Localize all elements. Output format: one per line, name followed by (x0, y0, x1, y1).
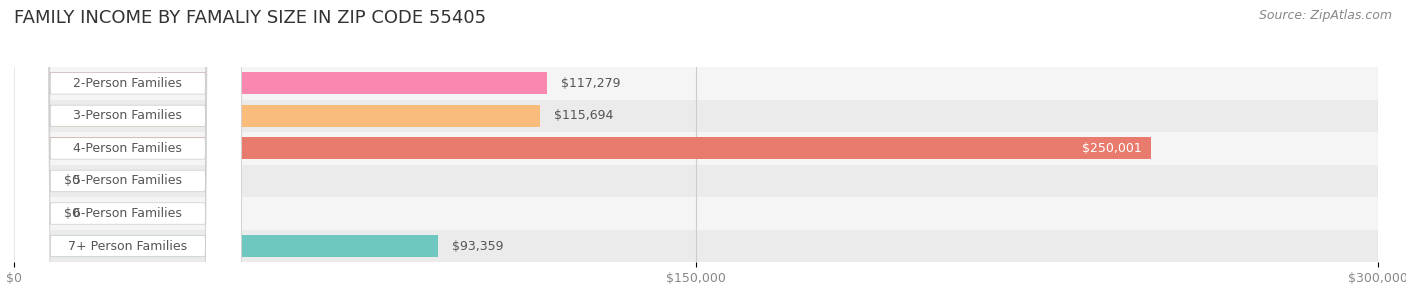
Text: 4-Person Families: 4-Person Families (73, 142, 183, 155)
FancyBboxPatch shape (14, 0, 242, 305)
Text: 6-Person Families: 6-Person Families (73, 207, 183, 220)
Text: FAMILY INCOME BY FAMALIY SIZE IN ZIP CODE 55405: FAMILY INCOME BY FAMALIY SIZE IN ZIP COD… (14, 9, 486, 27)
Text: $115,694: $115,694 (554, 109, 613, 122)
Text: 7+ Person Families: 7+ Person Families (67, 239, 187, 253)
Bar (14, 100, 1378, 132)
FancyBboxPatch shape (14, 0, 242, 305)
Bar (14, 67, 1378, 100)
FancyBboxPatch shape (14, 0, 242, 305)
FancyBboxPatch shape (14, 0, 242, 305)
Bar (14, 197, 1378, 230)
Text: $250,001: $250,001 (1081, 142, 1142, 155)
Text: 5-Person Families: 5-Person Families (73, 174, 183, 188)
Bar (14, 170, 51, 192)
Bar (14, 137, 1150, 160)
Text: $0: $0 (65, 174, 80, 188)
Bar (14, 230, 1378, 262)
Bar (14, 235, 439, 257)
Text: 2-Person Families: 2-Person Families (73, 77, 183, 90)
Text: Source: ZipAtlas.com: Source: ZipAtlas.com (1258, 9, 1392, 22)
Bar (14, 165, 1378, 197)
Bar (14, 132, 1378, 165)
FancyBboxPatch shape (14, 0, 242, 305)
Bar (14, 105, 540, 127)
Bar (14, 72, 547, 95)
Text: $93,359: $93,359 (453, 239, 503, 253)
Text: $0: $0 (65, 207, 80, 220)
Text: 3-Person Families: 3-Person Families (73, 109, 183, 122)
Text: $117,279: $117,279 (561, 77, 620, 90)
FancyBboxPatch shape (14, 0, 242, 305)
Bar (14, 203, 51, 224)
